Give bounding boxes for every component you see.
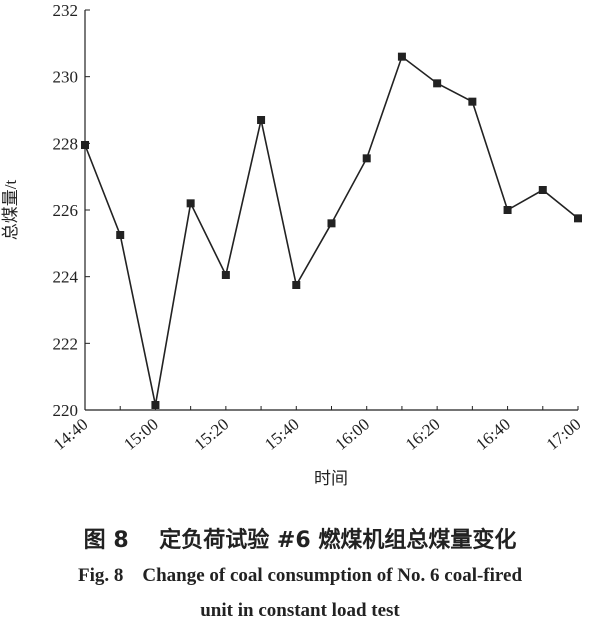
data-point-marker (433, 79, 442, 88)
x-axis-label: 时间 (314, 469, 348, 488)
figure-caption-english-line1: Fig. 8 Change of coal consumption of No.… (77, 565, 523, 586)
data-point-marker (397, 52, 406, 61)
x-tick-label: 15:20 (191, 415, 233, 454)
x-tick-label: 15:40 (261, 415, 303, 454)
series-total-coal (81, 52, 582, 409)
figure-caption-english-line2: unit in constant load test (200, 600, 400, 621)
data-point-marker (468, 97, 477, 106)
y-tick-label: 230 (53, 68, 79, 87)
data-point-marker (151, 401, 160, 409)
y-tick-label: 226 (53, 201, 79, 220)
data-point-marker (538, 186, 547, 194)
figure-caption-chinese: 图 8 定负荷试验 #6 燃煤机组总煤量变化 (83, 528, 517, 553)
data-point-marker (116, 231, 125, 239)
x-tick-label: 16:00 (331, 415, 373, 454)
y-tick-label: 222 (53, 334, 79, 353)
y-tick-label: 232 (53, 1, 79, 20)
y-axis-ticks: 220 222 224 226 228 230 232 (53, 1, 90, 420)
chart-area: 220 222 224 226 228 230 232 14:40 15:00 15:20 15:… (1, 1, 585, 488)
data-point-marker (327, 219, 336, 228)
y-tick-label: 228 (53, 134, 79, 153)
y-axis-label: 总煤量/t (1, 180, 20, 241)
data-point-marker (292, 281, 301, 289)
x-tick-label: 16:20 (402, 415, 444, 454)
y-tick-label: 220 (53, 401, 79, 420)
x-tick-label: 14:40 (50, 415, 92, 454)
data-point-marker (186, 199, 195, 208)
data-point-marker (362, 154, 371, 163)
x-axis-ticks: 14:40 15:00 15:20 15:40 16:00 16:20 16:40 17:00 (50, 406, 585, 454)
x-tick-label: 15:00 (120, 415, 162, 454)
data-point-marker (221, 271, 230, 279)
data-point-marker (503, 206, 512, 214)
x-tick-label: 16:40 (472, 415, 514, 454)
x-tick-label: 17:00 (543, 415, 585, 454)
series-line (84, 55, 579, 406)
data-point-marker (81, 141, 89, 149)
data-point-marker (574, 214, 582, 223)
y-tick-label: 224 (53, 268, 79, 287)
data-point-marker (257, 116, 266, 124)
